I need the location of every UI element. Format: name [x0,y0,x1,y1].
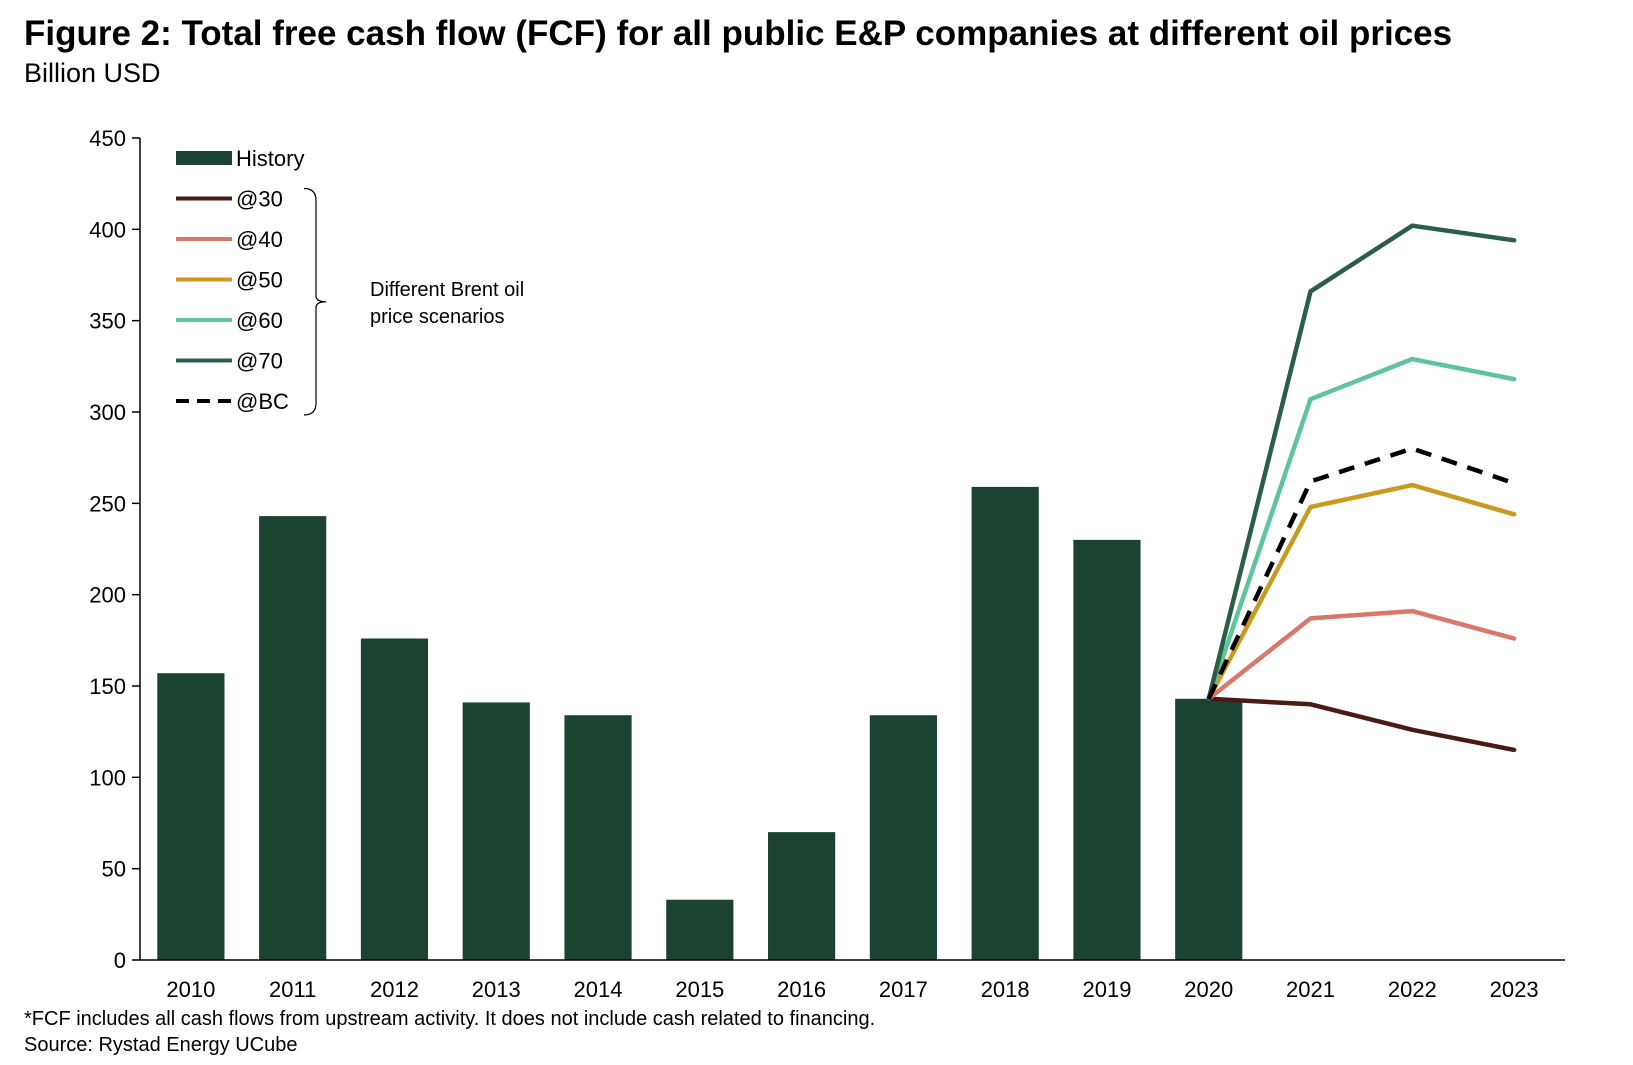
x-tick-label: 2012 [370,977,419,1002]
x-tick-label: 2016 [777,977,826,1002]
bar-2011 [259,516,327,960]
x-tick-label: 2018 [981,977,1030,1002]
bar-2018 [971,486,1039,960]
y-tick-label: 450 [89,126,126,151]
bar-2019 [1073,539,1141,960]
y-tick-label: 200 [89,583,126,608]
legend-annotation-line1: Different Brent oil [370,279,524,301]
x-tick-label: 2011 [269,977,316,1002]
series-line-at60 [1206,356,1517,702]
x-tick-label: 2010 [166,977,215,1002]
series-line-at50 [1206,482,1517,702]
footnote: *FCF includes all cash flows from upstre… [24,1008,876,1030]
legend-label: @BC [236,389,289,414]
x-tick-label: 2013 [472,977,521,1002]
y-tick-label: 250 [89,491,126,516]
legend-bracket [303,187,327,416]
x-tick-label: 2022 [1388,977,1437,1002]
y-axis-ticks: 0 50 100 150 200 250 300 350 400 450 [89,126,140,973]
series-line-at70 [1206,223,1517,702]
series-line-atBC [1206,446,1515,700]
bar-2020 [1175,698,1243,960]
history-bars [157,486,1243,960]
x-tick-label: 2020 [1184,977,1233,1002]
x-tick-label: 2015 [675,977,724,1002]
x-tick-label: 2021 [1286,977,1335,1002]
legend-label: @50 [236,268,283,293]
bar-2012 [360,638,429,960]
x-tick-label: 2019 [1082,977,1131,1002]
x-tick-label: 2023 [1490,977,1539,1002]
y-tick-label: 100 [89,765,126,790]
bar-2016 [768,832,836,960]
source-note: Source: Rystad Energy UCube [24,1034,298,1056]
y-tick-label: 400 [89,217,126,242]
x-tick-label: 2014 [574,977,623,1002]
series-line-at40 [1206,608,1517,702]
legend-label: @40 [236,227,283,252]
legend-swatch-history [176,151,232,165]
legend-label: History [236,146,304,171]
bar-2013 [462,702,530,960]
axes [139,138,1565,961]
bar-2015 [666,899,734,960]
y-tick-label: 0 [114,948,126,973]
chart-subtitle: Billion USD [24,58,161,88]
chart-title: Figure 2: Total free cash flow (FCF) for… [24,14,1453,53]
scenario-lines [1206,223,1517,753]
y-tick-label: 300 [89,400,126,425]
bar-2014 [564,715,632,960]
x-axis-ticks: 2010 2011 2012 2013 2014 2015 2016 2017 2018 2019… [166,977,1538,1002]
y-tick-label: 50 [102,857,126,882]
legend: History @30 @40 @50 @60 @70 @BC Different Brent… [176,146,524,416]
bar-2010 [157,673,225,960]
legend-label: @30 [236,187,283,212]
legend-label: @60 [236,308,283,333]
y-tick-label: 350 [89,309,126,334]
legend-annotation-line2: price scenarios [370,306,505,328]
series-line-at30 [1206,696,1517,753]
x-tick-label: 2017 [879,977,928,1002]
legend-label: @70 [236,349,283,374]
y-tick-label: 150 [89,674,126,699]
bar-2017 [869,715,937,960]
